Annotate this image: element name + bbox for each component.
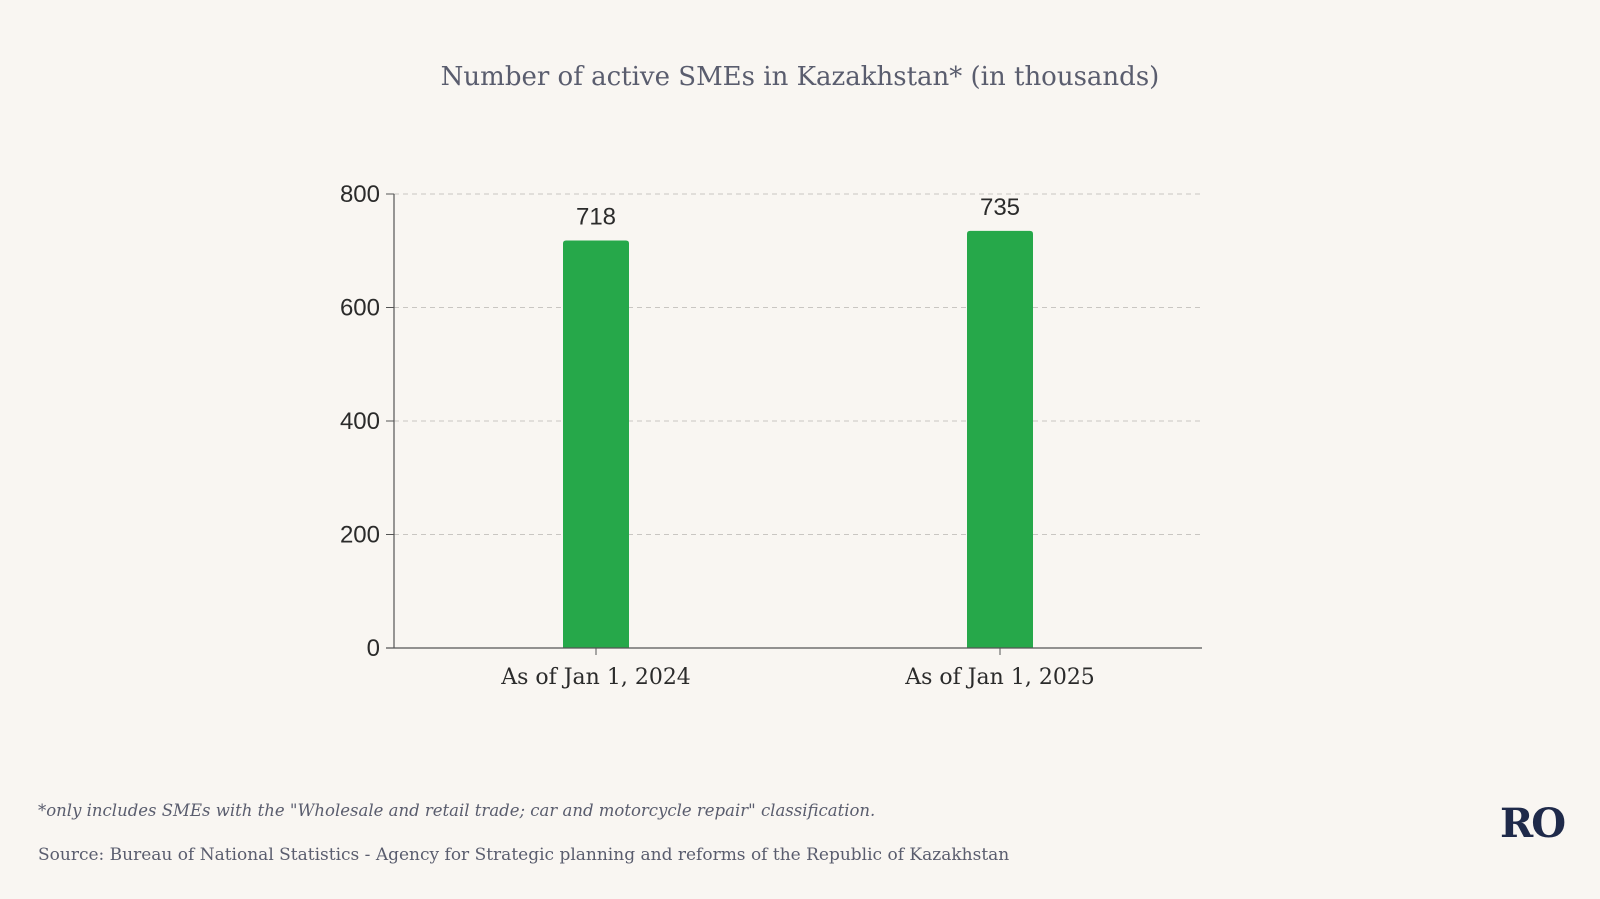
chart-title: Number of active SMEs in Kazakhstan* (in… <box>440 62 1160 92</box>
footnote: *only includes SMEs with the "Wholesale … <box>38 801 876 820</box>
y-tick-label: 600 <box>340 295 380 322</box>
data-label: 735 <box>980 194 1020 221</box>
y-tick-label: 800 <box>340 181 380 208</box>
x-tick-label: As of Jan 1, 2025 <box>904 665 1095 690</box>
bar-1 <box>563 240 629 648</box>
y-tick-label: 0 <box>367 635 380 662</box>
x-axis: As of Jan 1, 2024 As of Jan 1, 2025 <box>386 647 1202 690</box>
x-tick-label: As of Jan 1, 2024 <box>500 665 691 690</box>
brand-logo: RO <box>1500 800 1566 847</box>
bar-2 <box>967 230 1033 648</box>
y-tick-label: 200 <box>340 522 380 549</box>
source-note: Source: Bureau of National Statistics - … <box>38 845 1010 865</box>
y-axis: 0 200 400 600 800 <box>340 181 395 662</box>
bars: 718 735 <box>563 194 1033 648</box>
data-label: 718 <box>576 204 616 231</box>
y-tick-label: 400 <box>340 408 380 435</box>
gridlines <box>394 193 1202 535</box>
